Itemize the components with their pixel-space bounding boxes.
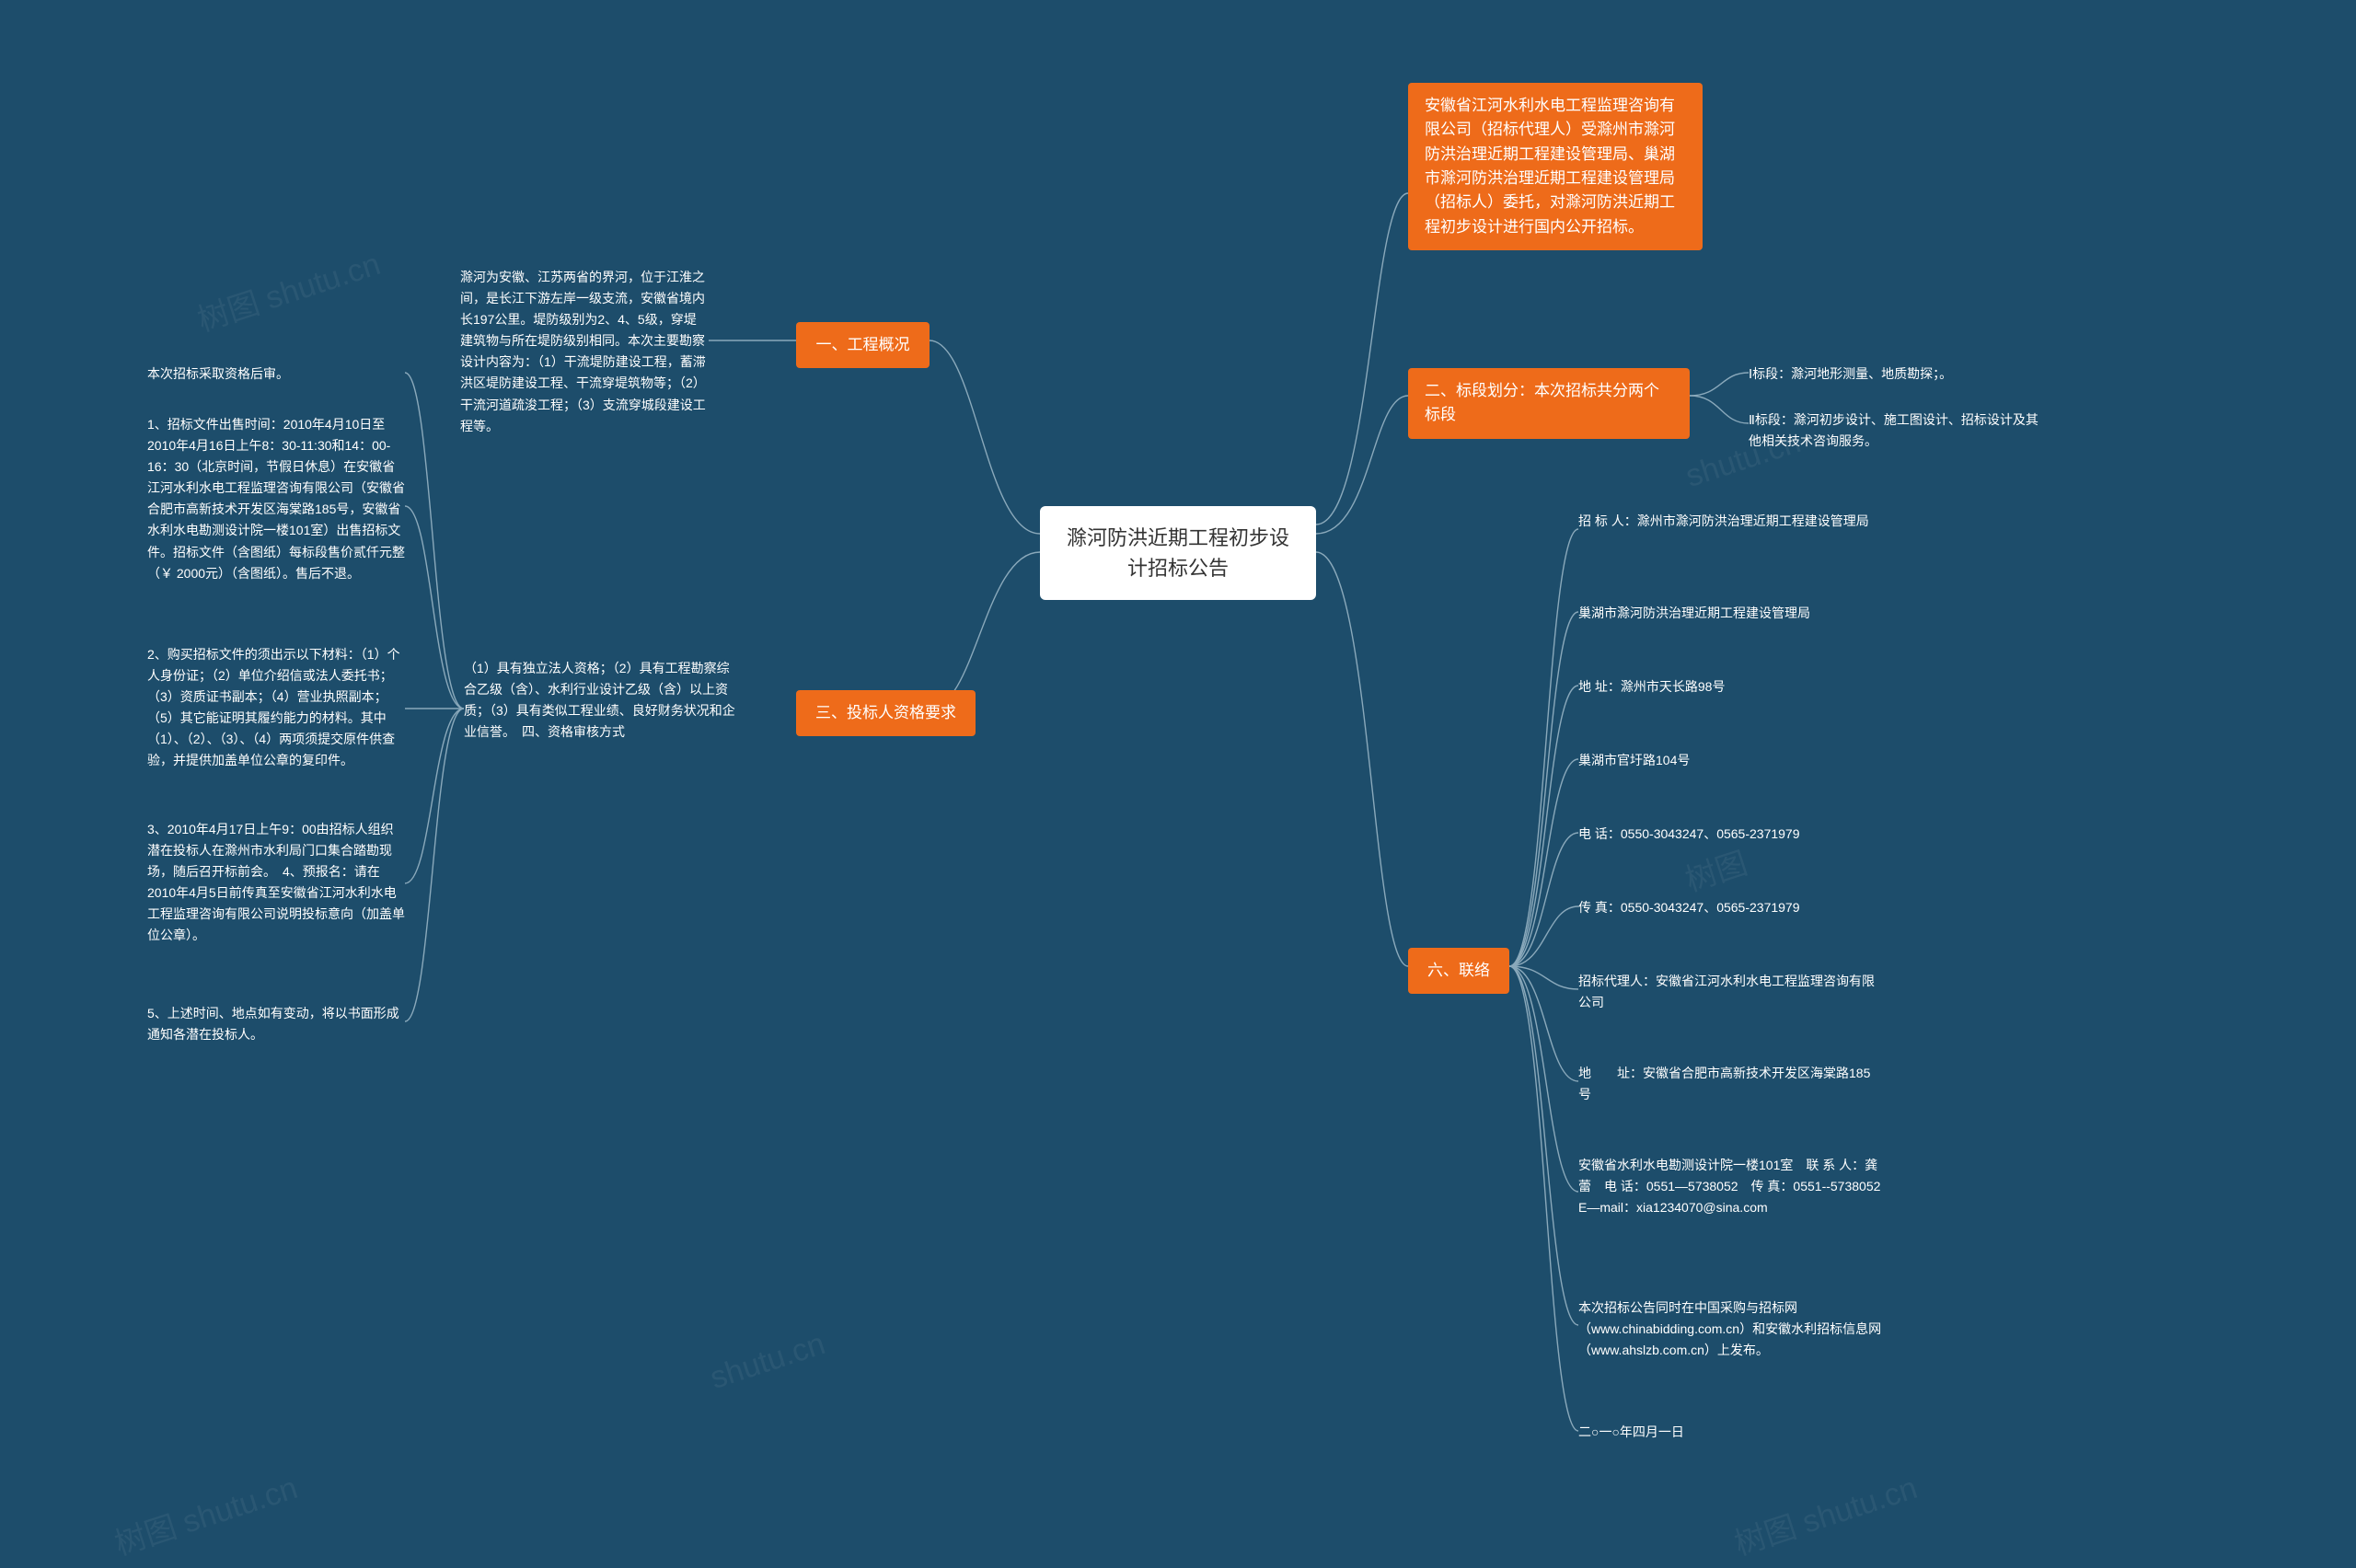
leaf-b6-4: 巢湖市官圩路104号 [1578, 750, 1882, 771]
intro-text: 安徽省江河水利水电工程监理咨询有限公司（招标代理人）受滁州市滁河防洪治理近期工程… [1425, 97, 1675, 236]
leaf-b6-8: 地 址：安徽省合肥市高新技术开发区海棠路185号 [1578, 1063, 1882, 1105]
leaf-b6-7: 招标代理人：安徽省江河水利水电工程监理咨询有限公司 [1578, 971, 1882, 1013]
center-node[interactable]: 滁河防洪近期工程初步设计招标公告 [1040, 506, 1316, 600]
leaf-b3-3: 2、购买招标文件的须出示以下材料：（1）个人身份证；（2）单位介绍信或法人委托书… [147, 644, 405, 772]
leaf-b6-6: 传 真：0550-3043247、0565-2371979 [1578, 897, 1882, 918]
branch-3[interactable]: 三、投标人资格要求 [796, 690, 976, 736]
leaf-b3-4: 3、2010年4月17日上午9：00由招标人组织潜在投标人在滁州市水利局门口集合… [147, 819, 405, 947]
branch-6-label: 六、联络 [1427, 962, 1490, 979]
leaf-b1: 滁河为安徽、江苏两省的界河，位于江淮之间，是长江下游左岸一级支流，安徽省境内长1… [460, 267, 709, 437]
connector-layer [0, 0, 2356, 1568]
watermark: 树图 shutu.cn [191, 238, 385, 340]
leaf-b6-5: 电 话：0550-3043247、0565-2371979 [1578, 824, 1882, 845]
leaf-b3-2: 1、招标文件出售时间：2010年4月10日至2010年4月16日上午8：30-1… [147, 414, 405, 584]
branch-6[interactable]: 六、联络 [1408, 948, 1509, 994]
leaf-b6-2: 巢湖市滁河防洪治理近期工程建设管理局 [1578, 603, 1882, 624]
watermark: shutu.cn [706, 1326, 829, 1397]
leaf-b2-1: Ⅰ标段：滁河地形测量、地质勘探；。 [1749, 363, 2043, 385]
leaf-b3-1: 本次招标采取资格后审。 [147, 363, 405, 385]
branch-2[interactable]: 二、标段划分：本次招标共分两个标段 [1408, 368, 1690, 439]
leaf-b3-5: 5、上述时间、地点如有变动，将以书面形成通知各潜在投标人。 [147, 1003, 405, 1045]
leaf-b6-10: 本次招标公告同时在中国采购与招标网（www.chinabidding.com.c… [1578, 1297, 1882, 1361]
branch-3-label: 三、投标人资格要求 [815, 704, 956, 721]
intro-block[interactable]: 安徽省江河水利水电工程监理咨询有限公司（招标代理人）受滁州市滁河防洪治理近期工程… [1408, 83, 1703, 250]
leaf-b6-1: 招 标 人：滁州市滁河防洪治理近期工程建设管理局 [1578, 511, 1882, 532]
leaf-b2-2: Ⅱ标段：滁河初步设计、施工图设计、招标设计及其他相关技术咨询服务。 [1749, 409, 2043, 452]
branch-2-label: 二、标段划分：本次招标共分两个标段 [1425, 382, 1659, 423]
watermark: 树图 shutu.cn [108, 1462, 302, 1563]
leaf-b6-3: 地 址：滁州市天长路98号 [1578, 676, 1882, 698]
leaf-b6-11: 二○一○年四月一日 [1578, 1422, 1882, 1443]
center-title: 滁河防洪近期工程初步设计招标公告 [1067, 526, 1289, 580]
leaf-b6-9: 安徽省水利水电勘测设计院一楼101室 联 系 人：龚蕾 电 话：0551—573… [1578, 1155, 1882, 1218]
branch-3-desc: （1）具有独立法人资格；（2）具有工程勘察综合乙级（含）、水利行业设计乙级（含）… [464, 658, 740, 743]
branch-1[interactable]: 一、工程概况 [796, 322, 930, 368]
watermark: 树图 shutu.cn [1727, 1462, 1922, 1563]
branch-1-label: 一、工程概况 [816, 336, 910, 353]
watermark: 树图 [1679, 838, 1752, 901]
